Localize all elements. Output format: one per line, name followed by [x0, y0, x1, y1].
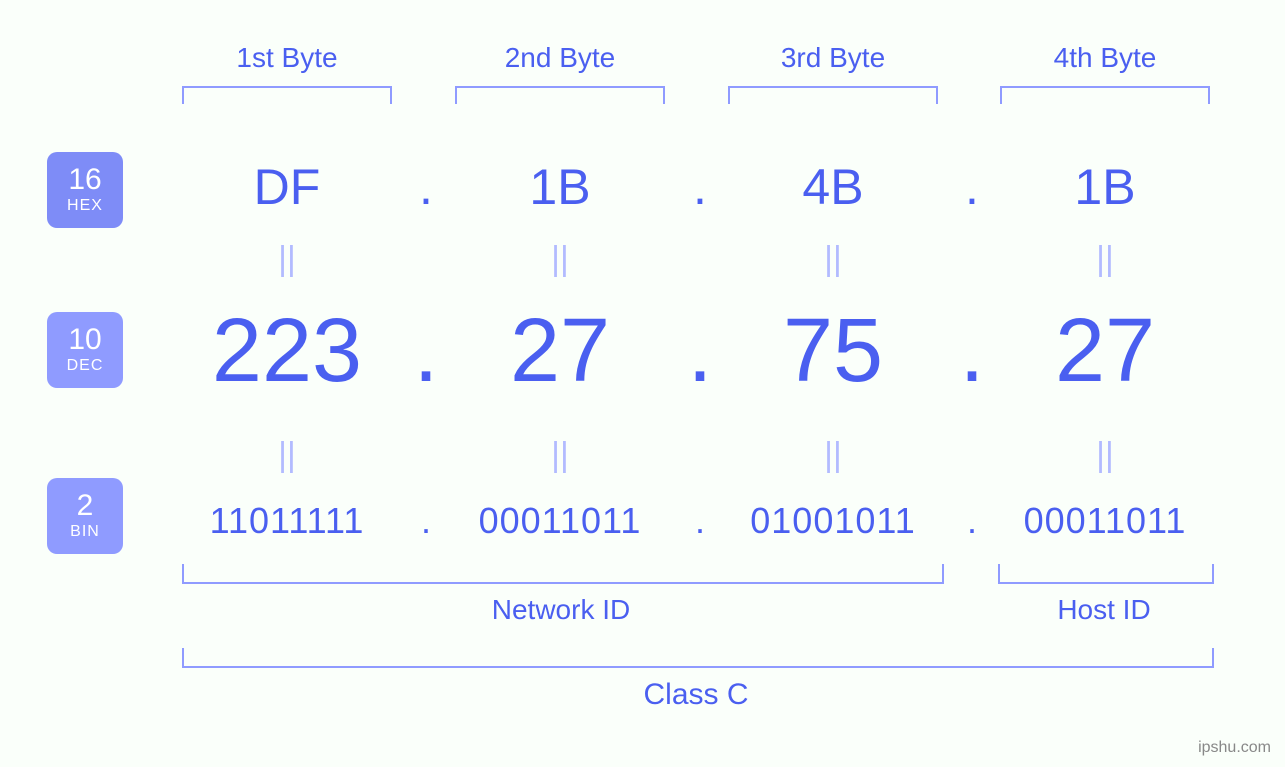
- hex-value-1: DF: [172, 158, 402, 216]
- host-id-label: Host ID: [998, 594, 1210, 626]
- radix-badge-bin: 2 BIN: [47, 478, 123, 554]
- dec-value-1: 223: [172, 300, 402, 403]
- badge-hex-abbr: HEX: [67, 197, 103, 215]
- ip-address-diagram: 16 HEX 10 DEC 2 BIN 1st Byte DF || 223 |…: [0, 0, 1285, 767]
- equals-icon: ||: [445, 240, 675, 279]
- dec-value-3: 75: [718, 300, 948, 403]
- equals-icon: ||: [718, 436, 948, 475]
- dot-separator-icon: .: [680, 300, 720, 403]
- equals-icon: ||: [718, 240, 948, 279]
- network-id-label: Network ID: [182, 594, 940, 626]
- host-id-bracket: [998, 564, 1214, 584]
- hex-value-3: 4B: [718, 158, 948, 216]
- network-id-bracket: [182, 564, 944, 584]
- dot-separator-icon: .: [406, 500, 446, 542]
- dot-separator-icon: .: [406, 300, 446, 403]
- equals-icon: ||: [990, 240, 1220, 279]
- byte-label-1: 1st Byte: [172, 42, 402, 74]
- dot-separator-icon: .: [406, 158, 446, 216]
- equals-icon: ||: [172, 436, 402, 475]
- radix-badge-dec: 10 DEC: [47, 312, 123, 388]
- top-bracket-4: [1000, 86, 1210, 104]
- byte-label-3: 3rd Byte: [718, 42, 948, 74]
- dec-value-4: 27: [990, 300, 1220, 403]
- radix-badge-hex: 16 HEX: [47, 152, 123, 228]
- top-bracket-1: [182, 86, 392, 104]
- badge-hex-number: 16: [68, 165, 101, 195]
- equals-icon: ||: [172, 240, 402, 279]
- dot-separator-icon: .: [680, 158, 720, 216]
- dec-value-2: 27: [445, 300, 675, 403]
- bin-value-2: 00011011: [445, 500, 675, 542]
- equals-icon: ||: [445, 436, 675, 475]
- byte-label-2: 2nd Byte: [445, 42, 675, 74]
- class-bracket: [182, 648, 1214, 668]
- hex-value-2: 1B: [445, 158, 675, 216]
- dot-separator-icon: .: [952, 158, 992, 216]
- badge-dec-abbr: DEC: [67, 357, 104, 375]
- top-bracket-2: [455, 86, 665, 104]
- bin-value-4: 00011011: [990, 500, 1220, 542]
- badge-bin-abbr: BIN: [70, 523, 100, 541]
- equals-icon: ||: [990, 436, 1220, 475]
- badge-bin-number: 2: [77, 491, 94, 521]
- dot-separator-icon: .: [952, 500, 992, 542]
- dot-separator-icon: .: [952, 300, 992, 403]
- bin-value-1: 11011111: [172, 500, 402, 542]
- bin-value-3: 01001011: [718, 500, 948, 542]
- top-bracket-3: [728, 86, 938, 104]
- dot-separator-icon: .: [680, 500, 720, 542]
- badge-dec-number: 10: [68, 325, 101, 355]
- byte-label-4: 4th Byte: [990, 42, 1220, 74]
- watermark: ipshu.com: [1198, 739, 1271, 757]
- hex-value-4: 1B: [990, 158, 1220, 216]
- class-label: Class C: [182, 678, 1210, 712]
